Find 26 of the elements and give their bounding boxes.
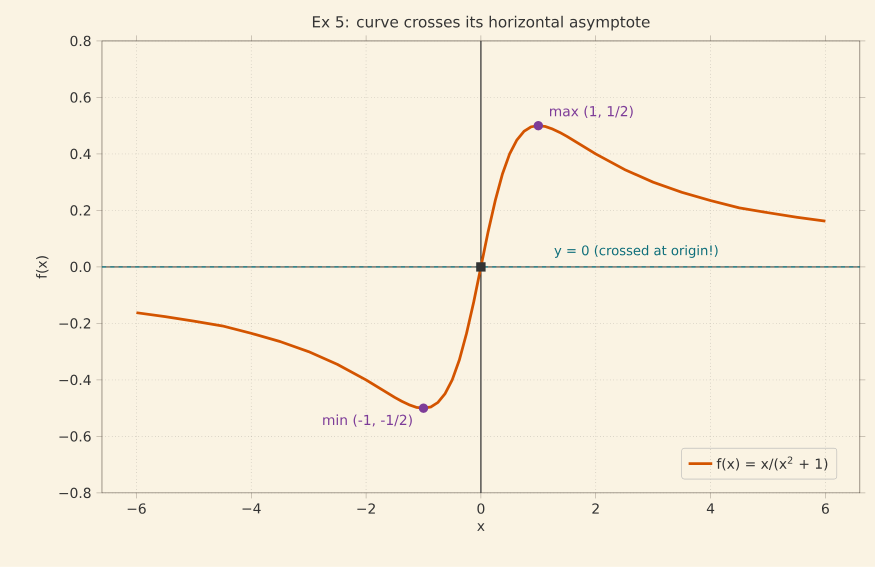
y-tick-label: −0.8	[59, 488, 91, 498]
y-tick-label: 0.8	[70, 36, 91, 46]
y-tick-label: 0.4	[70, 148, 91, 160]
x-tick-label: 0	[477, 503, 484, 514]
point	[534, 121, 544, 130]
y-tick-label: −0.2	[59, 318, 90, 329]
legend-label: f(x) = x/(x$^{2}$ + 1)	[716, 456, 828, 471]
chart-title: Ex 5: curve crosses its horizontal asymptote	[312, 16, 650, 31]
y-tick-label: −0.6	[59, 431, 91, 442]
point	[418, 403, 428, 413]
x-tick-label: −6	[128, 503, 146, 514]
y-axis-title: f(x)	[36, 256, 48, 279]
x-tick-label: 2	[592, 503, 599, 514]
y-tick-label: 0.2	[70, 205, 90, 216]
x-tick-label: −2	[357, 503, 375, 514]
x-tick-label: −4	[242, 503, 261, 514]
x-tick-label: 4	[706, 503, 714, 514]
ref-line-label: y = 0 (crossed at origin!)	[554, 245, 718, 258]
annotation: max (1, 1/2)	[550, 106, 633, 118]
annotation: min (-1, -1/2)	[323, 414, 412, 427]
y-tick-label: −0.4	[59, 374, 91, 386]
y-tick-label: 0.6	[70, 92, 91, 103]
x-tick-label: 6	[822, 503, 829, 514]
x-axis-title: x	[477, 523, 485, 531]
point	[476, 262, 486, 272]
y-tick-label: 0.0	[70, 262, 91, 272]
